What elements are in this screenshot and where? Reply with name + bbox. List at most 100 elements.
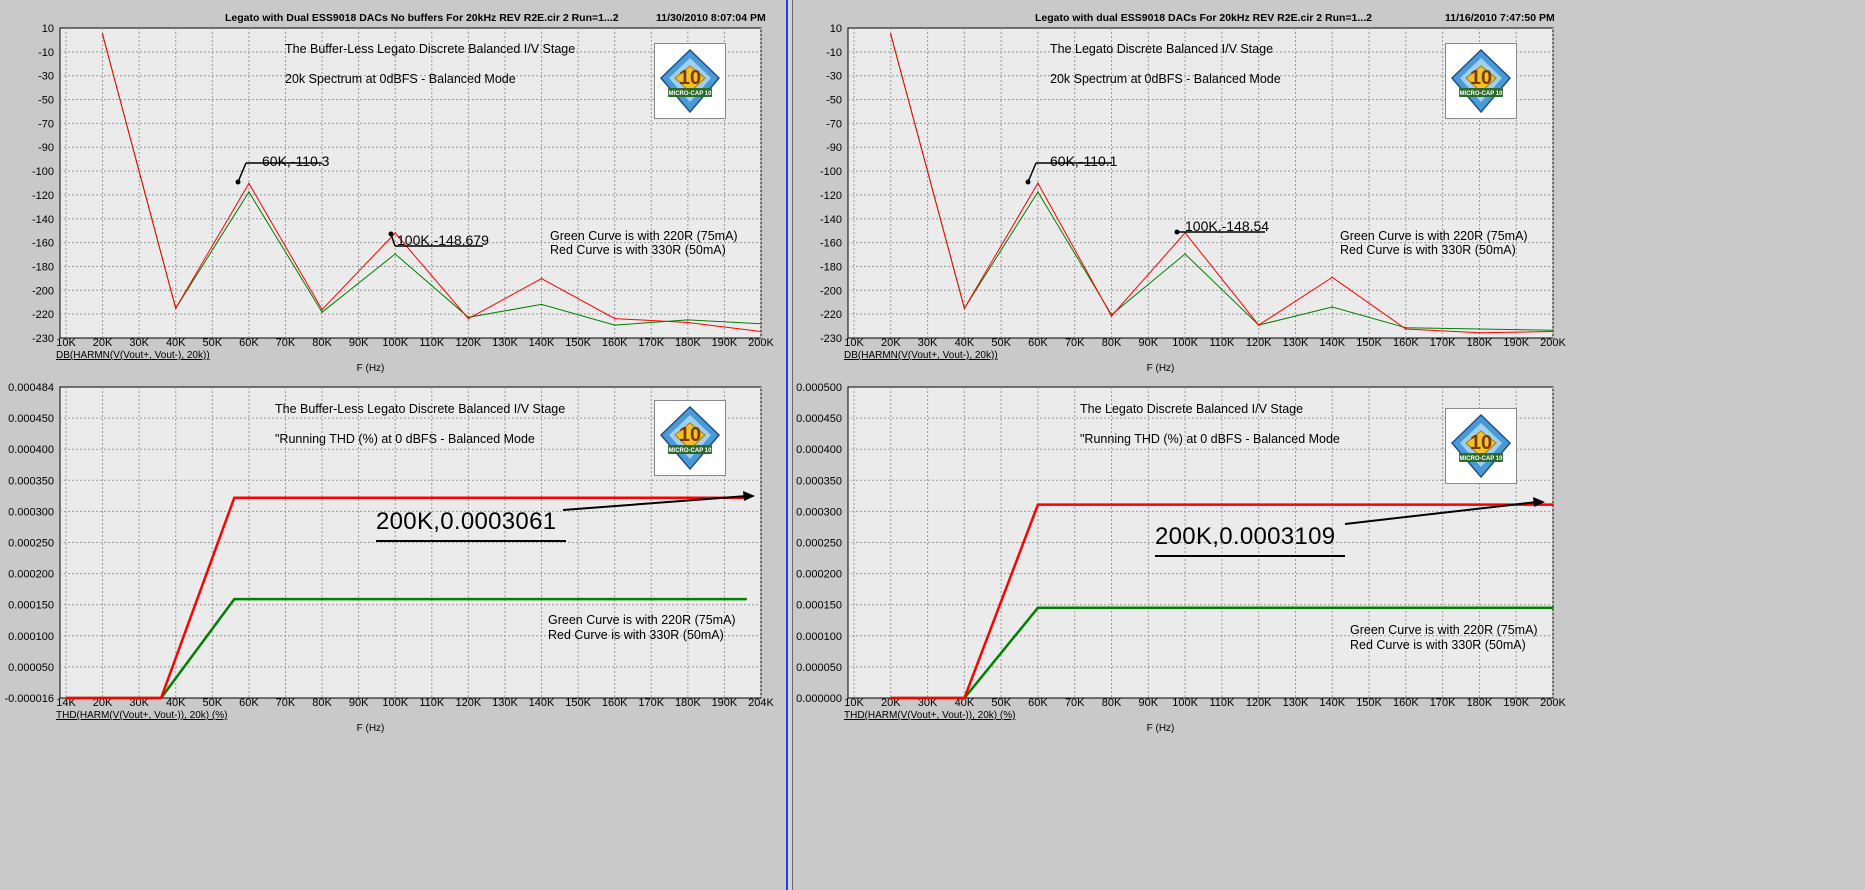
y-tick-label: 0.000100 <box>796 631 842 643</box>
x-tick-label: 120K <box>1246 697 1272 709</box>
data-point <box>1037 182 1039 184</box>
data-point <box>321 308 323 311</box>
y-tick-label: -0.000016 <box>4 693 54 705</box>
x-tick-label: 100K <box>1172 697 1198 709</box>
chart-title-1: The Buffer-Less Legato Discrete Balanced… <box>285 42 576 56</box>
x-tick-label: 180K <box>1467 697 1493 709</box>
data-point <box>174 307 177 310</box>
x-tick-label: 150K <box>1356 697 1382 709</box>
y-tick-label: 10 <box>42 23 54 35</box>
series-line-green <box>890 34 1554 331</box>
svg-text:MICRO-CAP 10: MICRO-CAP 10 <box>669 91 713 97</box>
data-point <box>760 322 762 325</box>
y-tick-label: -90 <box>38 142 54 154</box>
callout-marker <box>1025 179 1031 185</box>
y-tick-label: -70 <box>826 118 842 130</box>
x-tick-label: 70K <box>276 337 296 349</box>
x-tick-label: 20K <box>93 697 113 709</box>
x-tick-label: 140K <box>529 697 555 709</box>
x-tick-label: 90K <box>349 337 369 349</box>
data-point <box>1037 191 1039 193</box>
y-tick-label: -220 <box>32 309 54 321</box>
y-axis-label: DB(HARMN(V(Vout+, Vout-), 20k)) <box>844 350 998 361</box>
data-point <box>1552 329 1554 332</box>
legend-red: Red Curve is with 330R (50mA) <box>548 628 724 642</box>
x-tick-label: 20K <box>881 697 901 709</box>
window-title: Legato with dual ESS9018 DACs For 20kHz … <box>1035 12 1372 24</box>
y-tick-label: -10 <box>826 47 842 59</box>
x-tick-label: 200K <box>1540 337 1566 349</box>
x-tick-label: 140K <box>529 337 555 349</box>
data-point <box>745 598 748 600</box>
x-tick-label: 100K <box>1172 337 1198 349</box>
x-tick-label: 20K <box>93 337 113 349</box>
x-tick-label: 100K <box>382 697 408 709</box>
data-point <box>1257 324 1260 326</box>
data-point <box>760 330 762 333</box>
callout-arrowhead <box>1533 497 1545 507</box>
x-tick-label: 30K <box>918 337 938 349</box>
y-tick-label: 0.000200 <box>796 569 842 581</box>
x-tick-label: 50K <box>203 697 223 709</box>
callout-marker <box>235 179 241 185</box>
y-tick-label: -140 <box>32 214 54 226</box>
y-axis-label: THD(HARM(V(Vout+, Vout-)), 20k) (%) <box>56 710 227 721</box>
plot-area <box>847 27 1554 339</box>
x-tick-label: 90K <box>1139 697 1159 709</box>
data-point <box>394 232 397 234</box>
x-tick-label: 120K <box>1246 337 1272 349</box>
timestamp: 11/16/2010 7:47:50 PM <box>1445 12 1555 24</box>
callout-60k: 60K,-110.1 <box>1050 153 1118 169</box>
x-tick-label: 60K <box>1028 337 1048 349</box>
svg-text:MICRO-CAP 10: MICRO-CAP 10 <box>1460 456 1504 462</box>
x-tick-label: 70K <box>1065 697 1085 709</box>
series-line-green <box>102 34 762 326</box>
data-point <box>1478 328 1481 330</box>
x-tick-label: 80K <box>312 337 332 349</box>
chart-title-1: The Legato Discrete Balanced I/V Stage <box>1050 42 1274 56</box>
series-line-red <box>890 503 1553 700</box>
x-tick-label: 130K <box>492 697 518 709</box>
grid <box>848 28 1554 338</box>
legend-green: Green Curve is with 220R (75mA) <box>1350 623 1538 637</box>
y-tick-label: -30 <box>38 71 54 83</box>
data-point <box>1110 315 1113 317</box>
y-tick-label: -200 <box>820 285 842 297</box>
micro-cap-10-logo: 10 MICRO-CAP 10 <box>1445 43 1517 119</box>
data-point <box>233 496 236 499</box>
timestamp: 11/30/2010 8:07:04 PM <box>656 12 766 24</box>
callout-marker <box>1174 229 1180 235</box>
y-tick-label: 0.000050 <box>796 662 842 674</box>
y-tick-label: 0.000150 <box>796 600 842 612</box>
x-tick-label: 110K <box>419 697 445 709</box>
x-tick-label: 80K <box>1102 697 1122 709</box>
y-tick-label: -180 <box>820 261 842 273</box>
x-tick-label: 160K <box>1393 337 1419 349</box>
y-tick-label: 0.000500 <box>796 382 842 394</box>
x-axis-label: F (Hz) <box>357 723 385 734</box>
y-tick-label: -180 <box>32 261 54 273</box>
data-point <box>889 697 892 699</box>
micro-cap-10-logo: 10 MICRO-CAP 10 <box>654 400 726 476</box>
data-point <box>687 319 689 321</box>
x-tick-label: 50K <box>991 337 1011 349</box>
x-tick-label: 200K <box>1540 697 1566 709</box>
x-tick-label: 180K <box>675 337 701 349</box>
y-tick-label: 0.000300 <box>8 506 54 518</box>
x-tick-label: 170K <box>638 337 664 349</box>
grid <box>848 387 1554 698</box>
svg-text:10: 10 <box>1470 67 1492 89</box>
data-point <box>467 317 470 320</box>
x-tick-label: 60K <box>239 337 259 349</box>
window-divider[interactable] <box>786 0 793 890</box>
left-window: Legato with Dual ESS9018 DACs No buffers… <box>0 0 786 890</box>
y-tick-label: 0.000450 <box>8 413 54 425</box>
x-tick-label: 40K <box>166 697 186 709</box>
chart-canvas: 10K 20K 30K 40K 50K 60K 70K 80K 90K 100K 110K 120K 1… <box>4 23 774 734</box>
callout-60k: 60K,-110.3 <box>262 153 330 169</box>
svg-text:10: 10 <box>1470 432 1492 454</box>
x-tick-label: 30K <box>918 697 938 709</box>
x-tick-label: 160K <box>602 697 628 709</box>
svg-text:10: 10 <box>679 424 701 446</box>
data-point <box>1037 607 1039 609</box>
